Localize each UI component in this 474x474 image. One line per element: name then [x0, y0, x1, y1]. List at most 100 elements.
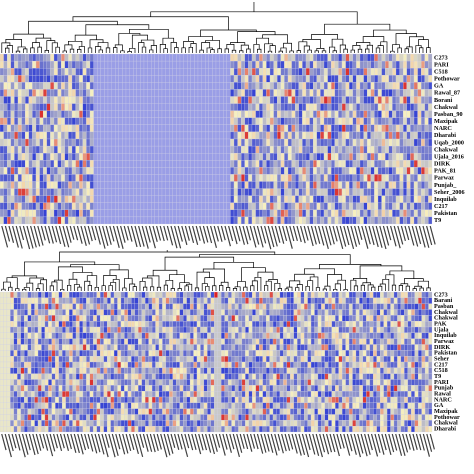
- heatmap-cell: [133, 209, 137, 218]
- heatmap-cell: [86, 202, 91, 210]
- heatmap-cell: [313, 202, 317, 210]
- heatmap-cell: [352, 89, 357, 97]
- heatmap-cell: [223, 75, 227, 83]
- heatmap-cell: [215, 103, 220, 111]
- heatmap-cell: [25, 131, 29, 140]
- heatmap-cell: [397, 291, 402, 298]
- heatmap-cell: [411, 332, 415, 339]
- heatmap-cell: [97, 188, 101, 196]
- heatmap-cell: [280, 167, 285, 175]
- heatmap-cell: [266, 124, 271, 133]
- heatmap-cell: [96, 367, 101, 374]
- heatmap-cell: [316, 153, 321, 161]
- heatmap-cell: [428, 202, 433, 210]
- heatmap-cell: [341, 145, 346, 154]
- heatmap-cell: [279, 326, 284, 333]
- heatmap-cell: [86, 332, 90, 339]
- heatmap-cell: [7, 68, 11, 76]
- heatmap-cell: [79, 209, 83, 218]
- heatmap-cell: [41, 303, 46, 310]
- heatmap-cell: [145, 303, 149, 310]
- heatmap-cell: [328, 315, 332, 322]
- heatmap-cell: [58, 297, 63, 304]
- heatmap-cell: [151, 356, 156, 363]
- heatmap-cell: [335, 321, 339, 328]
- heatmap-cell: [46, 216, 51, 225]
- heatmap-cell: [120, 361, 125, 368]
- heatmap-cell: [380, 303, 384, 310]
- heatmap-cell: [373, 361, 377, 368]
- heatmap-cell: [356, 68, 361, 76]
- heatmap-cell: [82, 138, 87, 147]
- heatmap-cell: [345, 145, 350, 154]
- heatmap-cell: [187, 181, 191, 189]
- column-label-mark: [181, 225, 188, 246]
- heatmap-cell: [328, 350, 332, 357]
- heatmap-cell: [0, 60, 4, 69]
- heatmap-cell: [17, 75, 22, 83]
- column-label-mark: [94, 225, 101, 245]
- heatmap-cell: [385, 75, 389, 83]
- heatmap-cell: [255, 332, 260, 339]
- heatmap-cell: [93, 53, 98, 62]
- heatmap-cell: [62, 367, 66, 374]
- heatmap-cell: [298, 195, 303, 203]
- heatmap-cell: [44, 367, 49, 374]
- heatmap-cell: [176, 361, 180, 368]
- heatmap-cell: [359, 309, 364, 316]
- dendrogram-branch: [350, 49, 355, 53]
- heatmap-cell: [27, 303, 32, 310]
- heatmap-cell: [79, 75, 83, 83]
- heatmap-cell: [124, 291, 129, 298]
- heatmap-cell: [410, 89, 415, 97]
- heatmap-cell: [224, 315, 229, 322]
- heatmap-cell: [111, 117, 116, 125]
- heatmap-cell: [120, 321, 125, 328]
- heatmap-cell: [14, 131, 19, 140]
- heatmap-cell: [367, 138, 371, 147]
- heatmap-cell: [226, 202, 231, 210]
- heatmap-cell: [328, 326, 332, 333]
- heatmap-cell: [244, 89, 249, 97]
- dendrogram-branch: [55, 46, 60, 53]
- heatmap-cell: [89, 174, 94, 182]
- heatmap-cell: [133, 82, 137, 90]
- heatmap-cell: [129, 60, 134, 69]
- heatmap-cell: [262, 309, 267, 316]
- heatmap-cell: [307, 338, 312, 345]
- heatmap-cell: [331, 89, 335, 97]
- heatmap-cell: [356, 53, 361, 62]
- dendrogram-branch: [210, 49, 215, 53]
- heatmap-cell: [313, 167, 317, 175]
- heatmap-cell: [97, 195, 101, 203]
- heatmap-cell: [187, 138, 191, 147]
- heatmap-cell: [212, 75, 217, 83]
- heatmap-cell: [75, 332, 80, 339]
- row-label: Rawal_87: [434, 90, 460, 97]
- heatmap-cell: [221, 338, 225, 345]
- dendrogram-branch: [8, 286, 13, 291]
- heatmap-cell: [197, 153, 202, 161]
- heatmap-cell: [323, 167, 328, 175]
- heatmap-cell: [349, 181, 353, 189]
- heatmap-cell: [193, 361, 198, 368]
- heatmap-cell: [79, 138, 83, 147]
- column-label-mark: [310, 225, 317, 245]
- heatmap-cell: [39, 181, 44, 189]
- heatmap-cell: [179, 315, 184, 322]
- heatmap-cell: [262, 332, 267, 339]
- heatmap-cell: [44, 315, 49, 322]
- heatmap-cell: [172, 89, 177, 97]
- heatmap-cell: [219, 153, 224, 161]
- heatmap-cell: [14, 96, 19, 104]
- heatmap-cell: [413, 138, 418, 147]
- heatmap-cell: [97, 216, 101, 225]
- heatmap-cell: [14, 145, 19, 154]
- heatmap-cell: [421, 145, 425, 154]
- heatmap-cell: [266, 110, 271, 118]
- heatmap-cell: [14, 174, 19, 182]
- heatmap-cell: [400, 321, 405, 328]
- heatmap-cell: [418, 338, 422, 345]
- heatmap-cell: [355, 315, 360, 322]
- heatmap-cell: [309, 53, 314, 62]
